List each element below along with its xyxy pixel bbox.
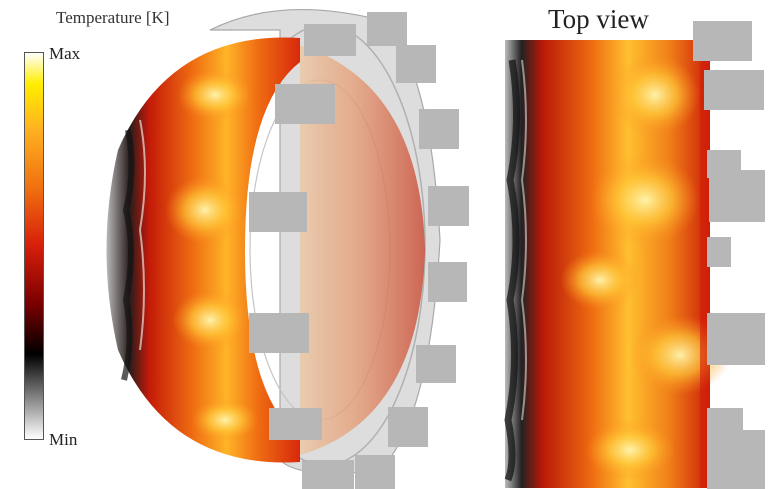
redaction-block bbox=[704, 70, 764, 110]
redaction-block bbox=[388, 407, 428, 447]
redaction-block bbox=[304, 24, 356, 56]
redaction-block bbox=[249, 313, 309, 353]
temperature-colorbar bbox=[24, 52, 44, 440]
redaction-block bbox=[709, 170, 765, 222]
redaction-block bbox=[367, 12, 407, 46]
colorbar-max-label: Max bbox=[49, 44, 81, 63]
redaction-block bbox=[355, 455, 395, 489]
redaction-block bbox=[707, 237, 731, 267]
redaction-block bbox=[302, 460, 354, 489]
redaction-block bbox=[428, 186, 469, 226]
colorbar-gradient bbox=[25, 53, 43, 439]
redaction-block bbox=[707, 430, 765, 489]
redaction-block bbox=[707, 313, 765, 365]
redaction-block bbox=[419, 109, 459, 149]
redaction-block bbox=[275, 84, 335, 124]
redaction-block bbox=[693, 21, 752, 61]
legend-title: Temperature [K] bbox=[56, 8, 170, 27]
redaction-block bbox=[396, 45, 436, 83]
redaction-block bbox=[416, 345, 456, 383]
inner-far-wall bbox=[280, 40, 425, 455]
colorbar-min-label: Min bbox=[49, 430, 78, 449]
redaction-block bbox=[269, 408, 322, 440]
front-flame-band bbox=[106, 37, 300, 463]
top-view-title: Top view bbox=[548, 4, 649, 34]
redaction-block bbox=[428, 262, 467, 302]
redaction-block bbox=[249, 192, 307, 232]
